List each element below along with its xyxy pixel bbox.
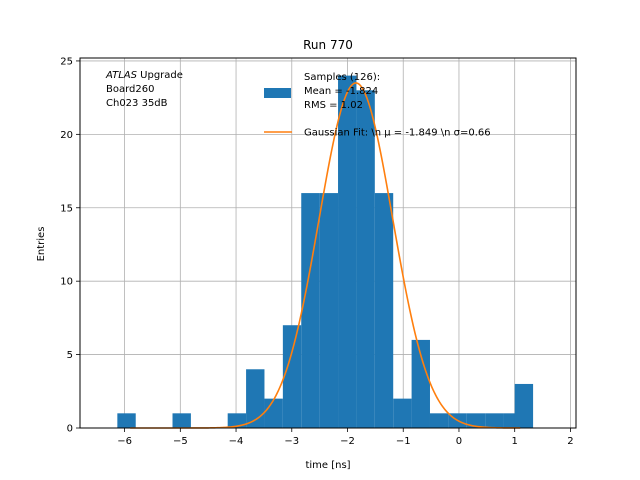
- histogram-bar: [227, 413, 247, 428]
- histogram-bar: [282, 325, 302, 428]
- x-tick-label: −3: [284, 436, 299, 447]
- legend-histogram-label: Samples (126):: [304, 72, 380, 83]
- x-tick-label: −2: [340, 436, 355, 447]
- legend-histogram-label: Mean = -1.824: [304, 86, 378, 97]
- annotation-text: Board260: [106, 84, 154, 95]
- histogram-bar: [338, 75, 357, 428]
- annotation-text: Upgrade: [137, 70, 183, 81]
- chart-title: Run 770: [303, 38, 353, 52]
- atlas-annotation: ATLAS Upgrade Board260 Ch023 35dB: [105, 70, 183, 109]
- histogram-bar: [319, 193, 339, 428]
- annotation-line: Ch023 35dB: [106, 98, 168, 109]
- histogram-bar: [301, 193, 320, 428]
- y-tick-label: 5: [67, 350, 73, 361]
- histogram-bar: [356, 90, 375, 429]
- histogram-bar: [264, 398, 283, 428]
- annotation-line: Board260: [106, 84, 154, 95]
- y-tick-label: 20: [60, 130, 73, 141]
- histogram-bar: [485, 413, 504, 428]
- y-tick-label: 0: [67, 424, 73, 435]
- annotation-italic: ATLAS: [105, 70, 138, 81]
- y-tick-label: 15: [60, 203, 73, 214]
- legend-histogram-swatch: [264, 88, 291, 98]
- x-tick-label: −6: [117, 436, 132, 447]
- y-tick-label: 25: [60, 56, 73, 67]
- histogram-bar: [117, 413, 136, 428]
- legend: Samples (126): Mean = -1.824 RMS = 1.02 G…: [264, 72, 491, 139]
- histogram-bar: [466, 413, 486, 428]
- legend-histogram-label: RMS = 1.02: [304, 100, 363, 111]
- annotation-text: Ch023 35dB: [106, 98, 168, 109]
- plot-frame: [79, 57, 577, 429]
- y-axis-label: Entries: [36, 227, 47, 262]
- x-tick-label: −1: [396, 436, 411, 447]
- x-tick-label: 1: [512, 436, 518, 447]
- x-tick-label: −4: [229, 436, 244, 447]
- x-tick-label: 0: [456, 436, 462, 447]
- histogram-bar: [514, 383, 534, 428]
- histogram-bar: [393, 398, 412, 428]
- histogram-bar: [429, 413, 449, 428]
- histogram-bar: [411, 339, 430, 428]
- x-axis-label: time [ns]: [305, 460, 350, 471]
- legend-fit-label: Gaussian Fit: \n μ = -1.849 \n σ=0.66: [304, 128, 491, 139]
- y-tick-label: 10: [60, 277, 73, 288]
- histogram-bars: [117, 75, 534, 429]
- histogram-bar: [246, 369, 265, 428]
- histogram-bar: [172, 413, 191, 428]
- annotation-line: ATLAS Upgrade: [105, 70, 183, 81]
- x-tick-label: −5: [173, 436, 188, 447]
- x-tick-label: 2: [567, 436, 573, 447]
- histogram-bar: [374, 193, 394, 428]
